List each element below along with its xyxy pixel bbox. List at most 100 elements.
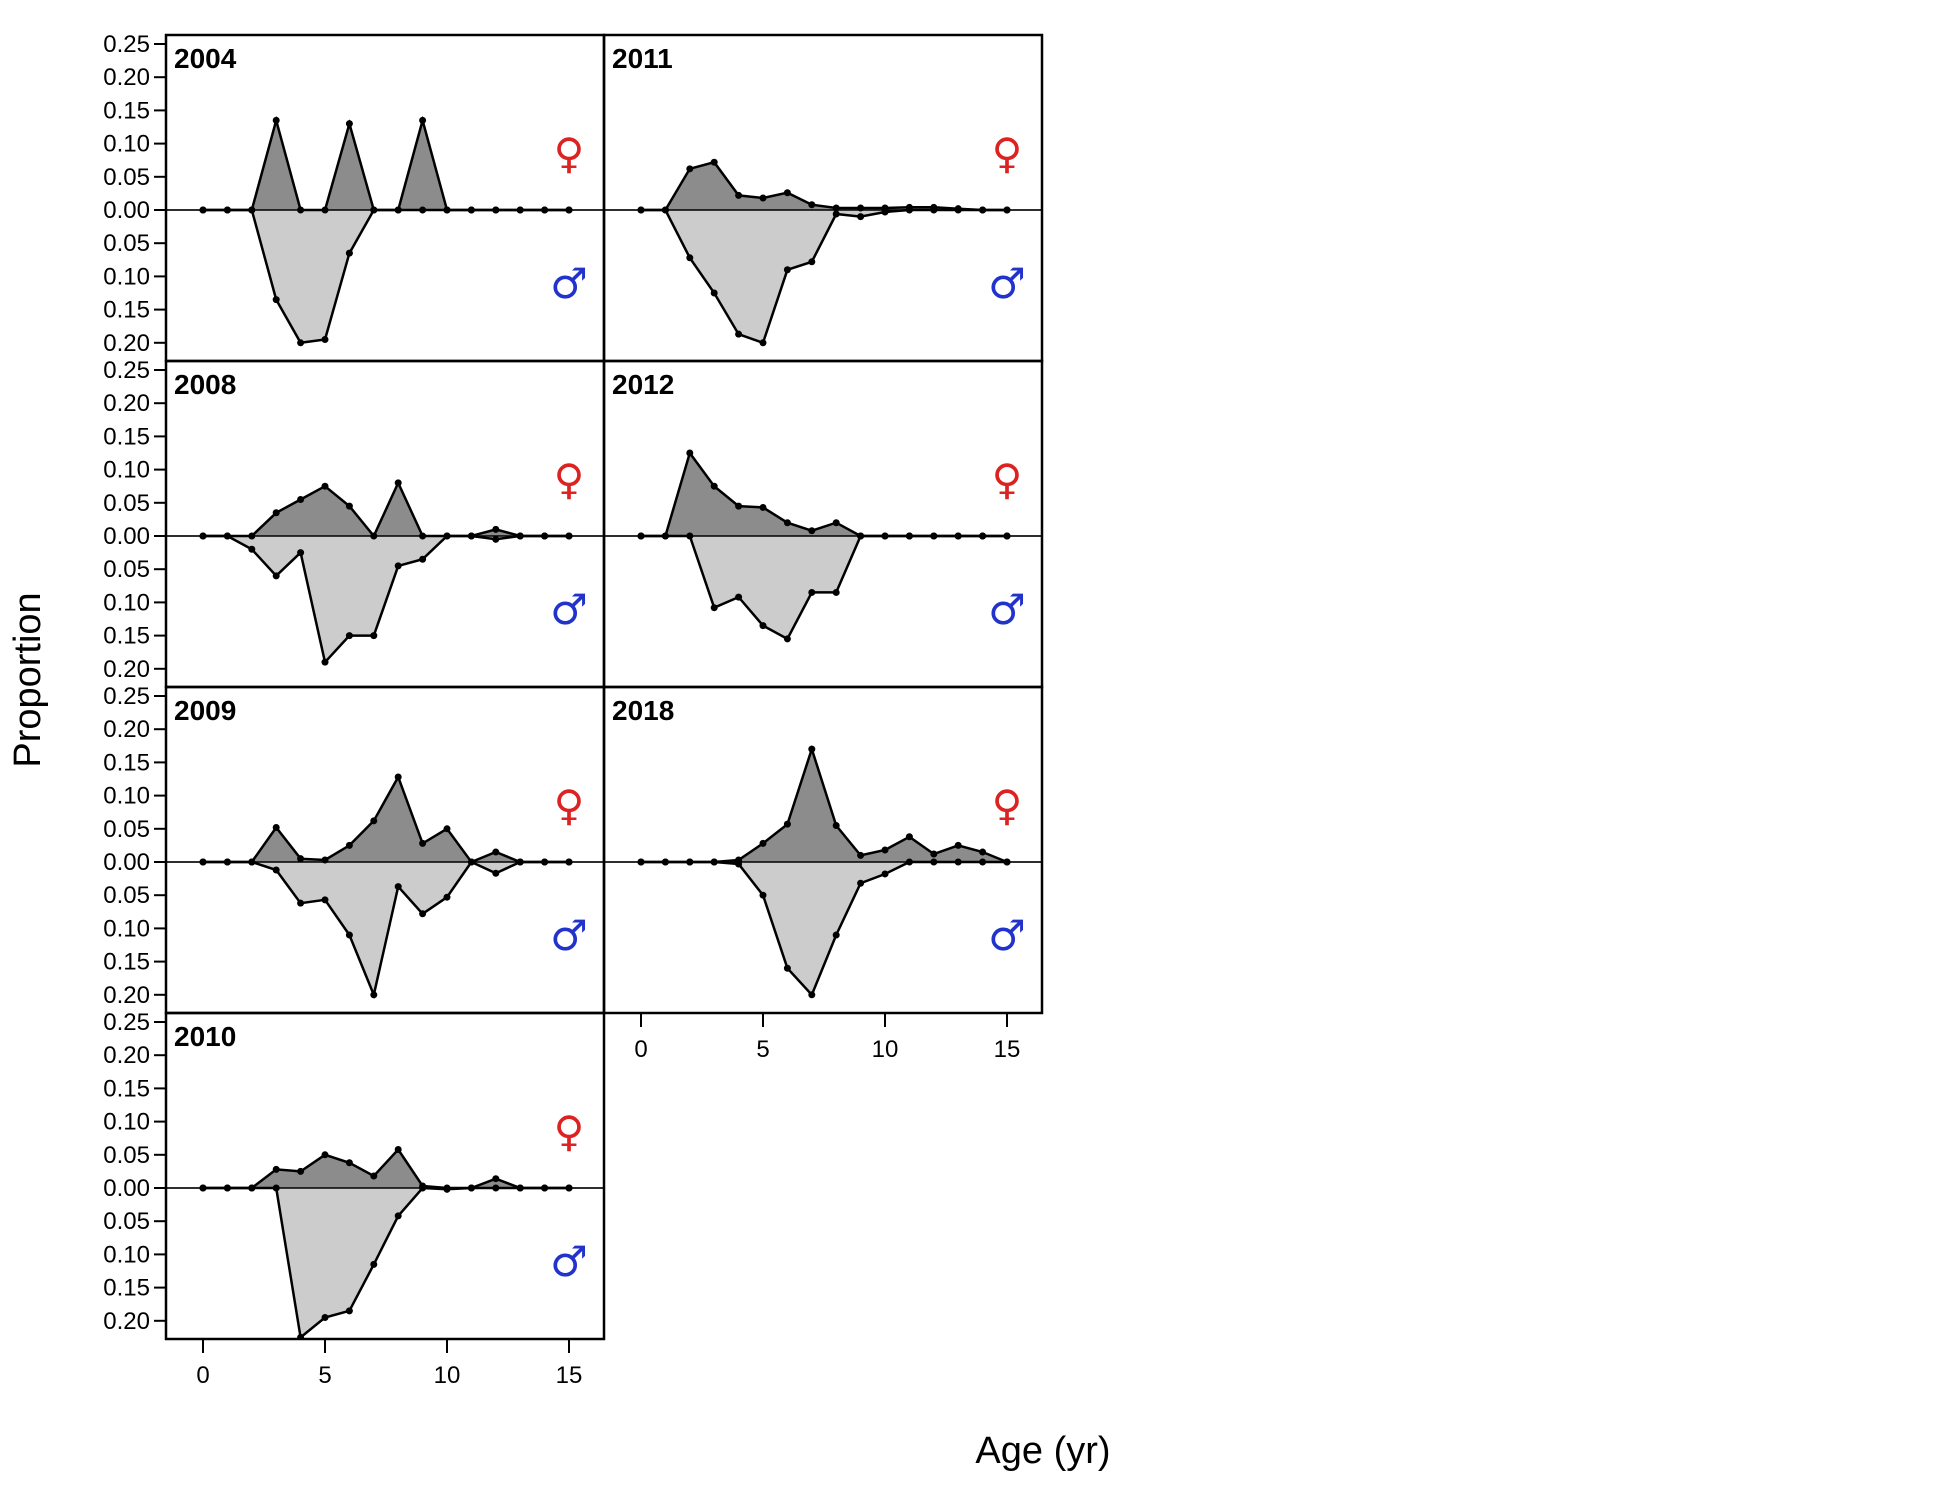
- panel-plot-area: [166, 479, 604, 666]
- male-point: [857, 879, 865, 887]
- male-point: [370, 1260, 378, 1268]
- y-tick-label: 0.05: [103, 1208, 150, 1235]
- panels-layer: ♀♂20040.250.200.150.100.050.000.050.100.…: [103, 31, 1044, 1389]
- y-tick-label: 0.05: [103, 230, 150, 257]
- female-point: [808, 745, 816, 753]
- y-tick-label: 0.20: [103, 716, 150, 743]
- male-point: [661, 206, 669, 214]
- female-point: [930, 850, 938, 858]
- panel-plot-area: [604, 158, 1042, 347]
- female-point: [832, 519, 840, 527]
- female-icon: ♀: [554, 1107, 585, 1156]
- male-point: [759, 622, 767, 630]
- female-point: [394, 479, 402, 487]
- y-tick-label: 0.20: [103, 656, 150, 683]
- male-point: [661, 858, 669, 866]
- y-tick-label: 0.15: [103, 97, 150, 124]
- y-tick-label: 0.20: [103, 1308, 150, 1335]
- y-tick-label: 0.25: [103, 683, 150, 710]
- male-point: [735, 593, 743, 601]
- female-point: [321, 1151, 329, 1159]
- female-point: [297, 495, 305, 503]
- female-point: [370, 532, 378, 540]
- male-point: [759, 339, 767, 347]
- y-tick-label: 0.25: [103, 357, 150, 384]
- male-point: [979, 858, 987, 866]
- male-point: [345, 632, 353, 640]
- male-point: [443, 1185, 451, 1193]
- female-point: [370, 817, 378, 825]
- male-point: [783, 635, 791, 643]
- female-point: [297, 1167, 305, 1175]
- x-tick-label: 0: [196, 1362, 209, 1389]
- female-point: [345, 502, 353, 510]
- male-point: [199, 858, 207, 866]
- female-point: [881, 846, 889, 854]
- panel-plot-area: [166, 115, 604, 347]
- male-line: [203, 860, 569, 999]
- male-point: [541, 532, 549, 540]
- male-point: [272, 296, 280, 304]
- female-area: [641, 749, 1007, 862]
- y-tick-label: 0.15: [103, 949, 150, 976]
- male-line: [641, 208, 1007, 345]
- male-point: [541, 206, 549, 214]
- male-point: [686, 532, 694, 540]
- male-point: [321, 335, 329, 343]
- male-icon: ♂: [988, 585, 1026, 634]
- female-line: [203, 1147, 569, 1190]
- y-tick-label: 0.20: [103, 1042, 150, 1069]
- male-point: [199, 1184, 207, 1192]
- male-point: [954, 532, 962, 540]
- male-point: [223, 532, 231, 540]
- male-point: [832, 931, 840, 939]
- male-point: [297, 339, 305, 347]
- y-tick-label: 0.20: [103, 64, 150, 91]
- female-icon: ♀: [992, 455, 1023, 504]
- panel-year-label: 2018: [612, 695, 674, 726]
- female-point: [492, 848, 500, 856]
- male-point: [686, 254, 694, 262]
- panel-plot-area: [604, 745, 1042, 999]
- male-point: [370, 991, 378, 999]
- male-point: [272, 1184, 280, 1192]
- male-point: [759, 891, 767, 899]
- female-point: [394, 773, 402, 781]
- male-icon: ♂: [550, 259, 588, 308]
- male-point: [565, 206, 573, 214]
- male-point: [735, 860, 743, 868]
- male-point: [783, 266, 791, 274]
- male-area: [641, 862, 1007, 995]
- male-point: [832, 210, 840, 218]
- y-tick-label: 0.00: [103, 523, 150, 550]
- female-point: [808, 527, 816, 535]
- x-tick-label: 15: [994, 1036, 1021, 1063]
- female-point: [345, 1159, 353, 1167]
- female-point: [297, 206, 305, 214]
- y-tick-label: 0.00: [103, 849, 150, 876]
- male-area: [203, 1188, 569, 1338]
- y-tick-label: 0.15: [103, 749, 150, 776]
- y-tick-label: 0.10: [103, 131, 150, 158]
- male-point: [297, 549, 305, 557]
- female-point: [321, 482, 329, 490]
- male-point: [930, 532, 938, 540]
- x-tick-label: 0: [634, 1036, 647, 1063]
- female-point: [735, 191, 743, 199]
- panel-plot-area: [166, 773, 604, 999]
- male-line: [641, 860, 1007, 998]
- female-point: [370, 1172, 378, 1180]
- male-point: [248, 206, 256, 214]
- y-tick-label: 0.10: [103, 589, 150, 616]
- male-point: [199, 206, 207, 214]
- female-point: [272, 823, 280, 831]
- female-point: [272, 1165, 280, 1173]
- female-area: [203, 777, 569, 862]
- male-point: [710, 604, 718, 612]
- male-point: [637, 532, 645, 540]
- female-point: [783, 519, 791, 527]
- male-point: [710, 858, 718, 866]
- male-point: [541, 858, 549, 866]
- female-point: [857, 204, 865, 212]
- female-point: [248, 532, 256, 540]
